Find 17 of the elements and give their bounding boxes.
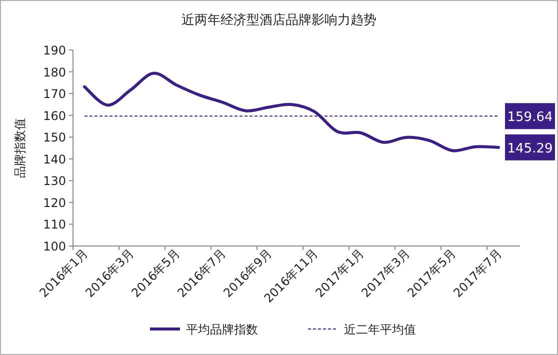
y-tick-label: 190 [43, 44, 66, 58]
data-label: 145.29 [507, 141, 553, 156]
y-tick-label: 130 [43, 174, 66, 188]
data-label: 159.64 [507, 110, 553, 126]
y-tick-label: 120 [43, 196, 66, 210]
line-series [83, 72, 500, 152]
y-tick-label: 180 [43, 65, 66, 80]
legend-label: 近二年平均值 [344, 322, 416, 336]
y-tick-label: 170 [43, 87, 66, 102]
legend-label: 平均品牌指数 [186, 322, 258, 336]
y-tick-label: 110 [43, 218, 66, 232]
y-tick-label: 150 [43, 130, 66, 145]
chart-title: 近两年经济型酒店品牌影响力趋势 [182, 12, 376, 28]
y-axis-title: 品牌指数值 [13, 118, 27, 178]
y-tick-label: 140 [43, 152, 66, 166]
y-tick-label: 160 [43, 108, 66, 123]
y-tick-label: 100 [43, 240, 66, 254]
